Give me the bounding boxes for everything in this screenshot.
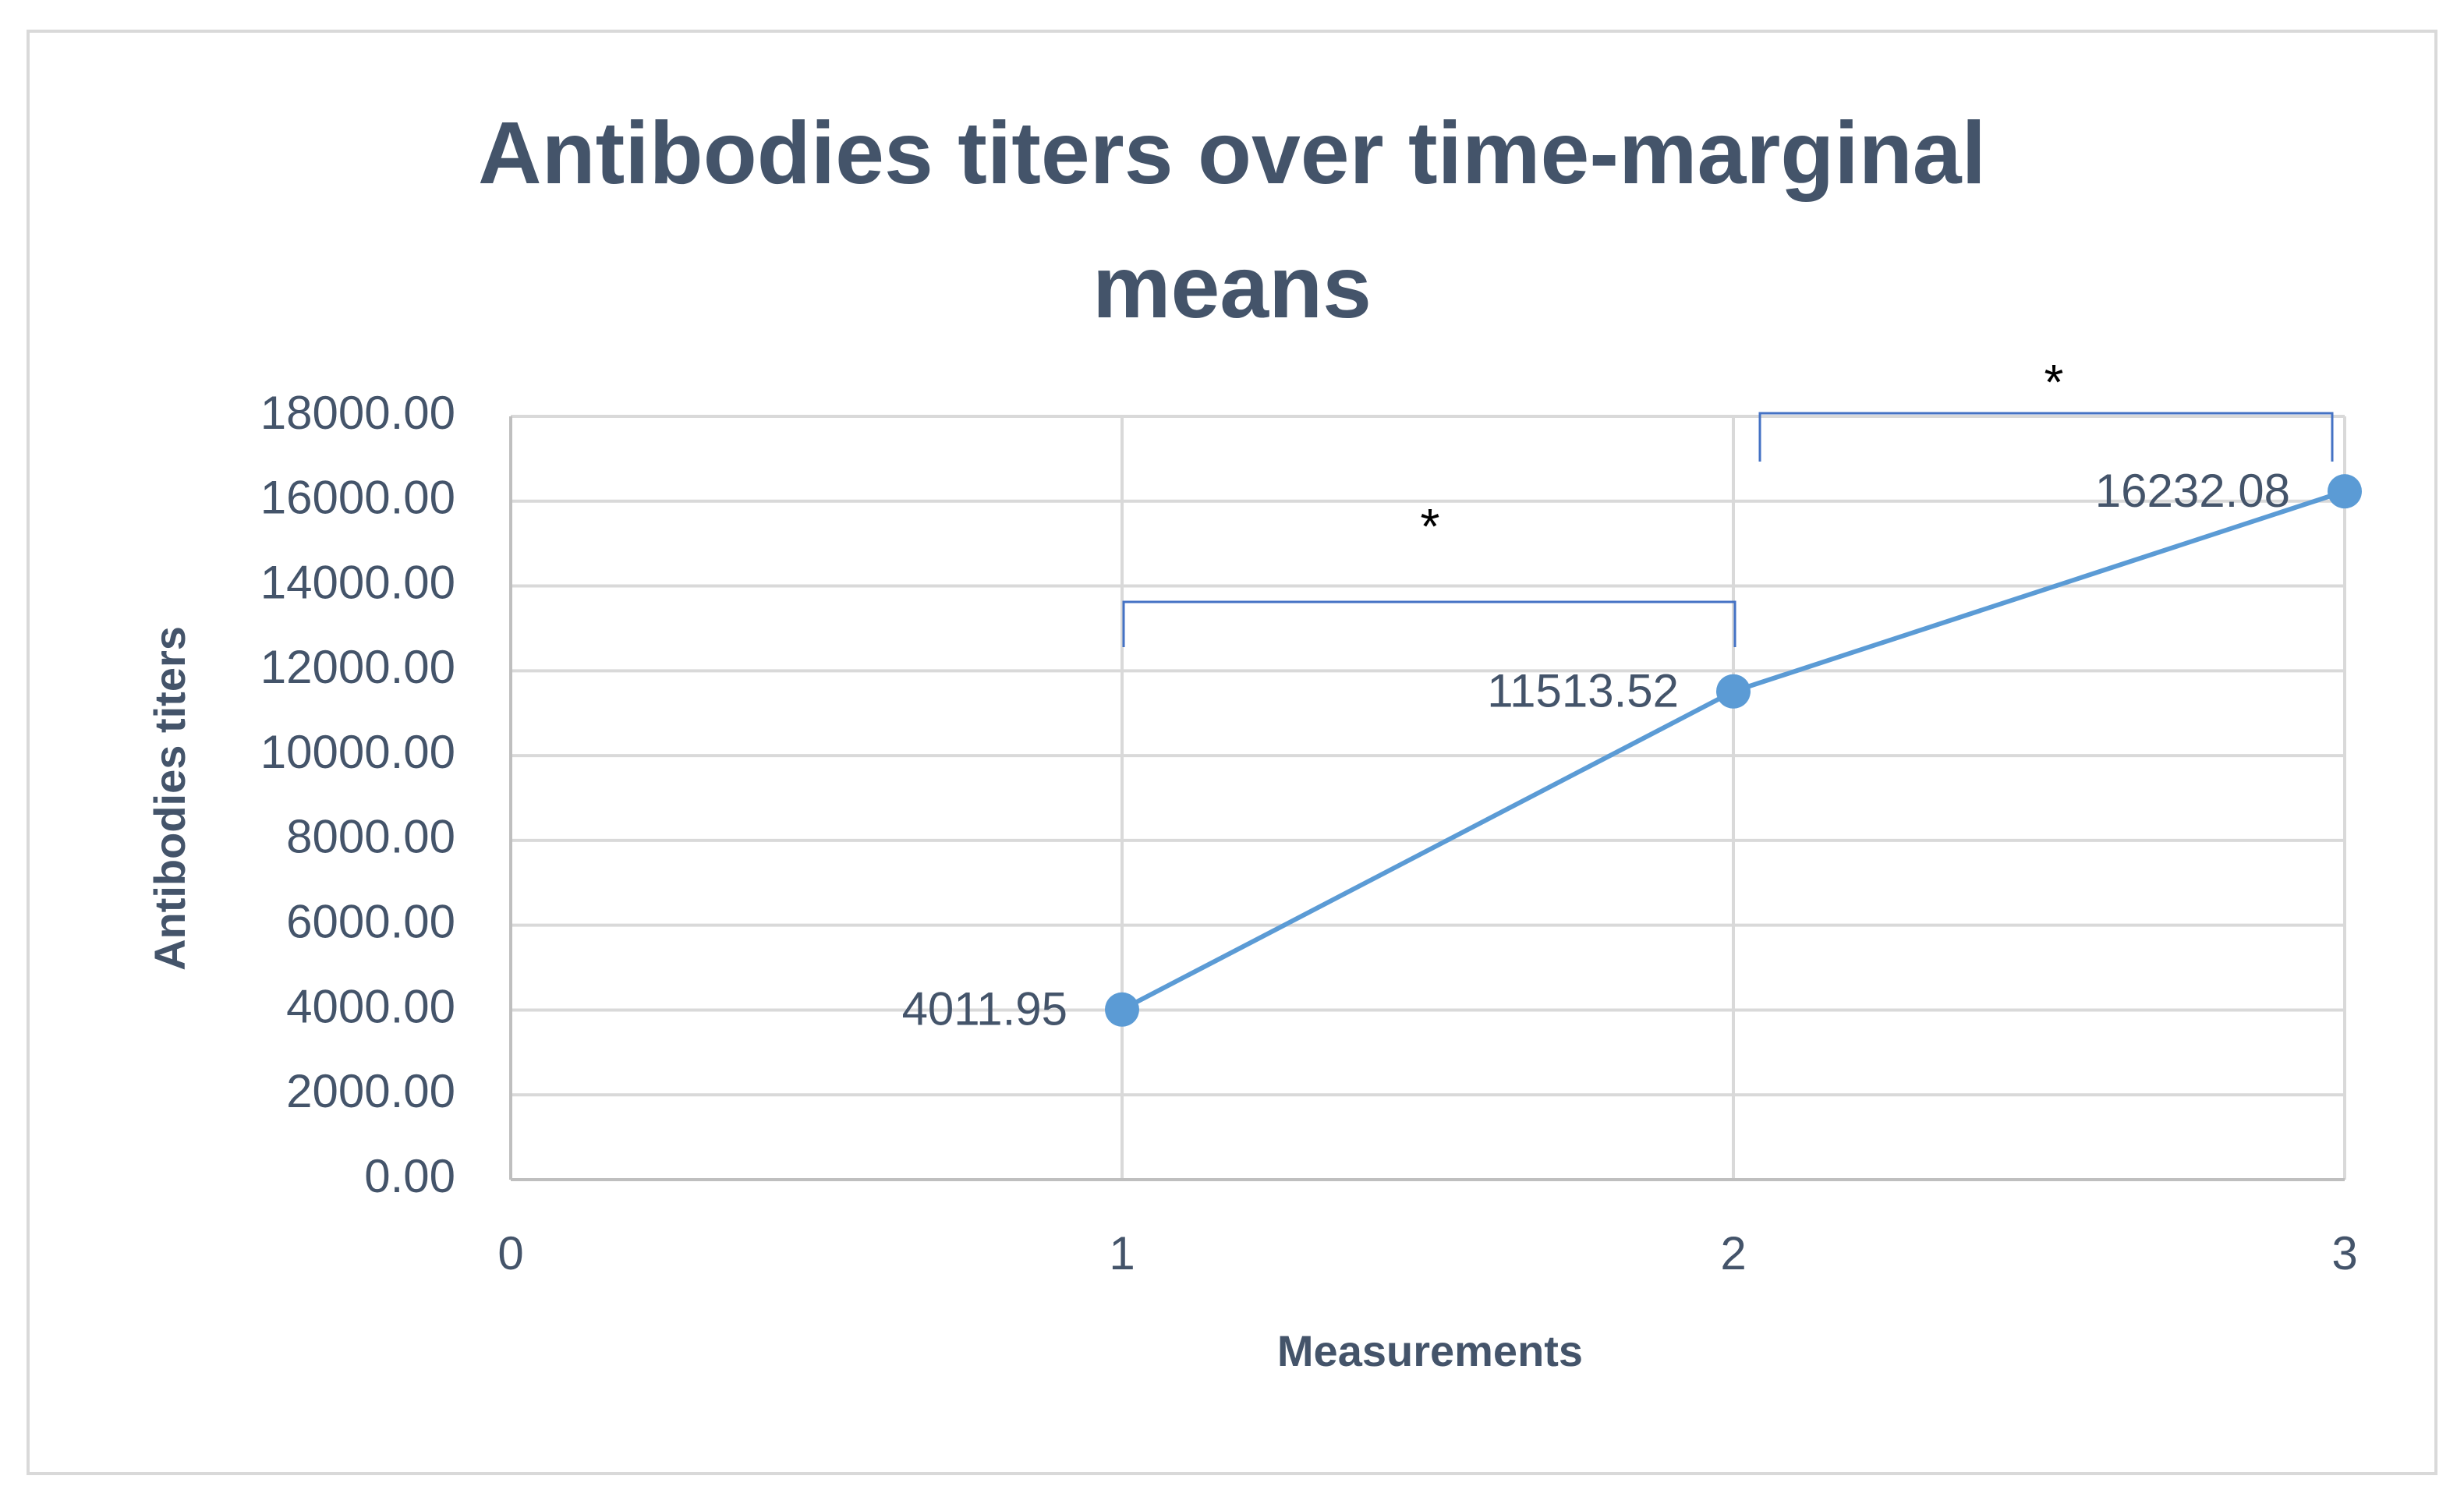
annotation: * — [2044, 354, 2064, 410]
y-tick-label: 0.00 — [364, 1150, 455, 1202]
significance-bracket — [1758, 412, 2334, 462]
significance-bracket — [1122, 600, 1736, 647]
y-tick-label: 4000.00 — [286, 980, 455, 1032]
y-tick-label: 16000.00 — [260, 472, 455, 524]
x-tick-label: 1 — [1109, 1227, 1135, 1279]
data-point — [1105, 992, 1139, 1027]
y-tick-label: 18000.00 — [260, 387, 455, 439]
data-point — [2328, 474, 2362, 509]
y-tick-label: 6000.00 — [286, 896, 455, 948]
chart-title: Antibodies titers over time-marginal mea… — [478, 104, 1986, 336]
data-label: 4011.95 — [902, 983, 1067, 1035]
chart-border — [27, 30, 2437, 1475]
annotation: * — [1421, 498, 1440, 554]
data-label: 11513.52 — [1487, 665, 1679, 717]
x-tick-label: 2 — [1720, 1227, 1746, 1279]
x-axis-title: Measurements — [1277, 1326, 1583, 1375]
data-label: 16232.08 — [2095, 465, 2290, 517]
y-tick-label: 14000.00 — [260, 556, 455, 608]
y-tick-label: 10000.00 — [260, 726, 455, 778]
data-point — [1716, 674, 1751, 709]
y-tick-label: 2000.00 — [286, 1065, 455, 1117]
x-tick-label: 0 — [497, 1227, 523, 1279]
y-axis-title: Antibodies titers — [145, 626, 194, 971]
y-tick-label: 12000.00 — [260, 641, 455, 693]
x-tick-label: 3 — [2331, 1227, 2357, 1279]
y-tick-label: 8000.00 — [286, 811, 455, 863]
